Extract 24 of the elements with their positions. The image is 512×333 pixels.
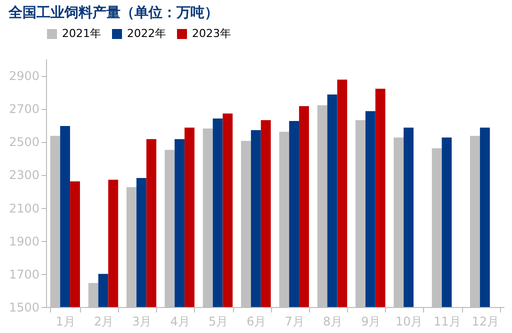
x-tick-label: 7月	[284, 314, 304, 328]
x-tick-label: 8月	[322, 314, 343, 328]
y-tick-label: 2100	[8, 201, 40, 216]
legend-label: 2021年	[62, 27, 101, 40]
x-tick-label: 10月	[395, 314, 423, 328]
x-tick-label: 1月	[56, 314, 76, 328]
x-tick-label: 6月	[246, 314, 266, 328]
y-tick-label: 2700	[8, 102, 40, 116]
y-tick-label: 2500	[8, 135, 40, 150]
y-tick-label: 1500	[8, 300, 40, 314]
y-tick-label: 1700	[8, 267, 40, 282]
chart-title: 全国工业饲料产量（单位：万吨）	[7, 4, 218, 21]
x-tick-label: 9月	[361, 314, 381, 328]
x-tick-label: 2月	[94, 314, 114, 328]
legend-label: 2022年	[127, 27, 166, 40]
y-tick-label: 1900	[8, 234, 40, 248]
legend-label: 2023年	[192, 27, 231, 40]
y-tick-label: 2900	[8, 69, 40, 84]
x-tick-label: 3月	[132, 314, 152, 328]
x-tick-label: 12月	[472, 314, 500, 328]
y-tick-label: 2300	[8, 168, 40, 182]
x-tick-label: 5月	[208, 314, 228, 328]
x-tick-label: 4月	[170, 314, 190, 328]
x-tick-label: 11月	[434, 314, 461, 328]
